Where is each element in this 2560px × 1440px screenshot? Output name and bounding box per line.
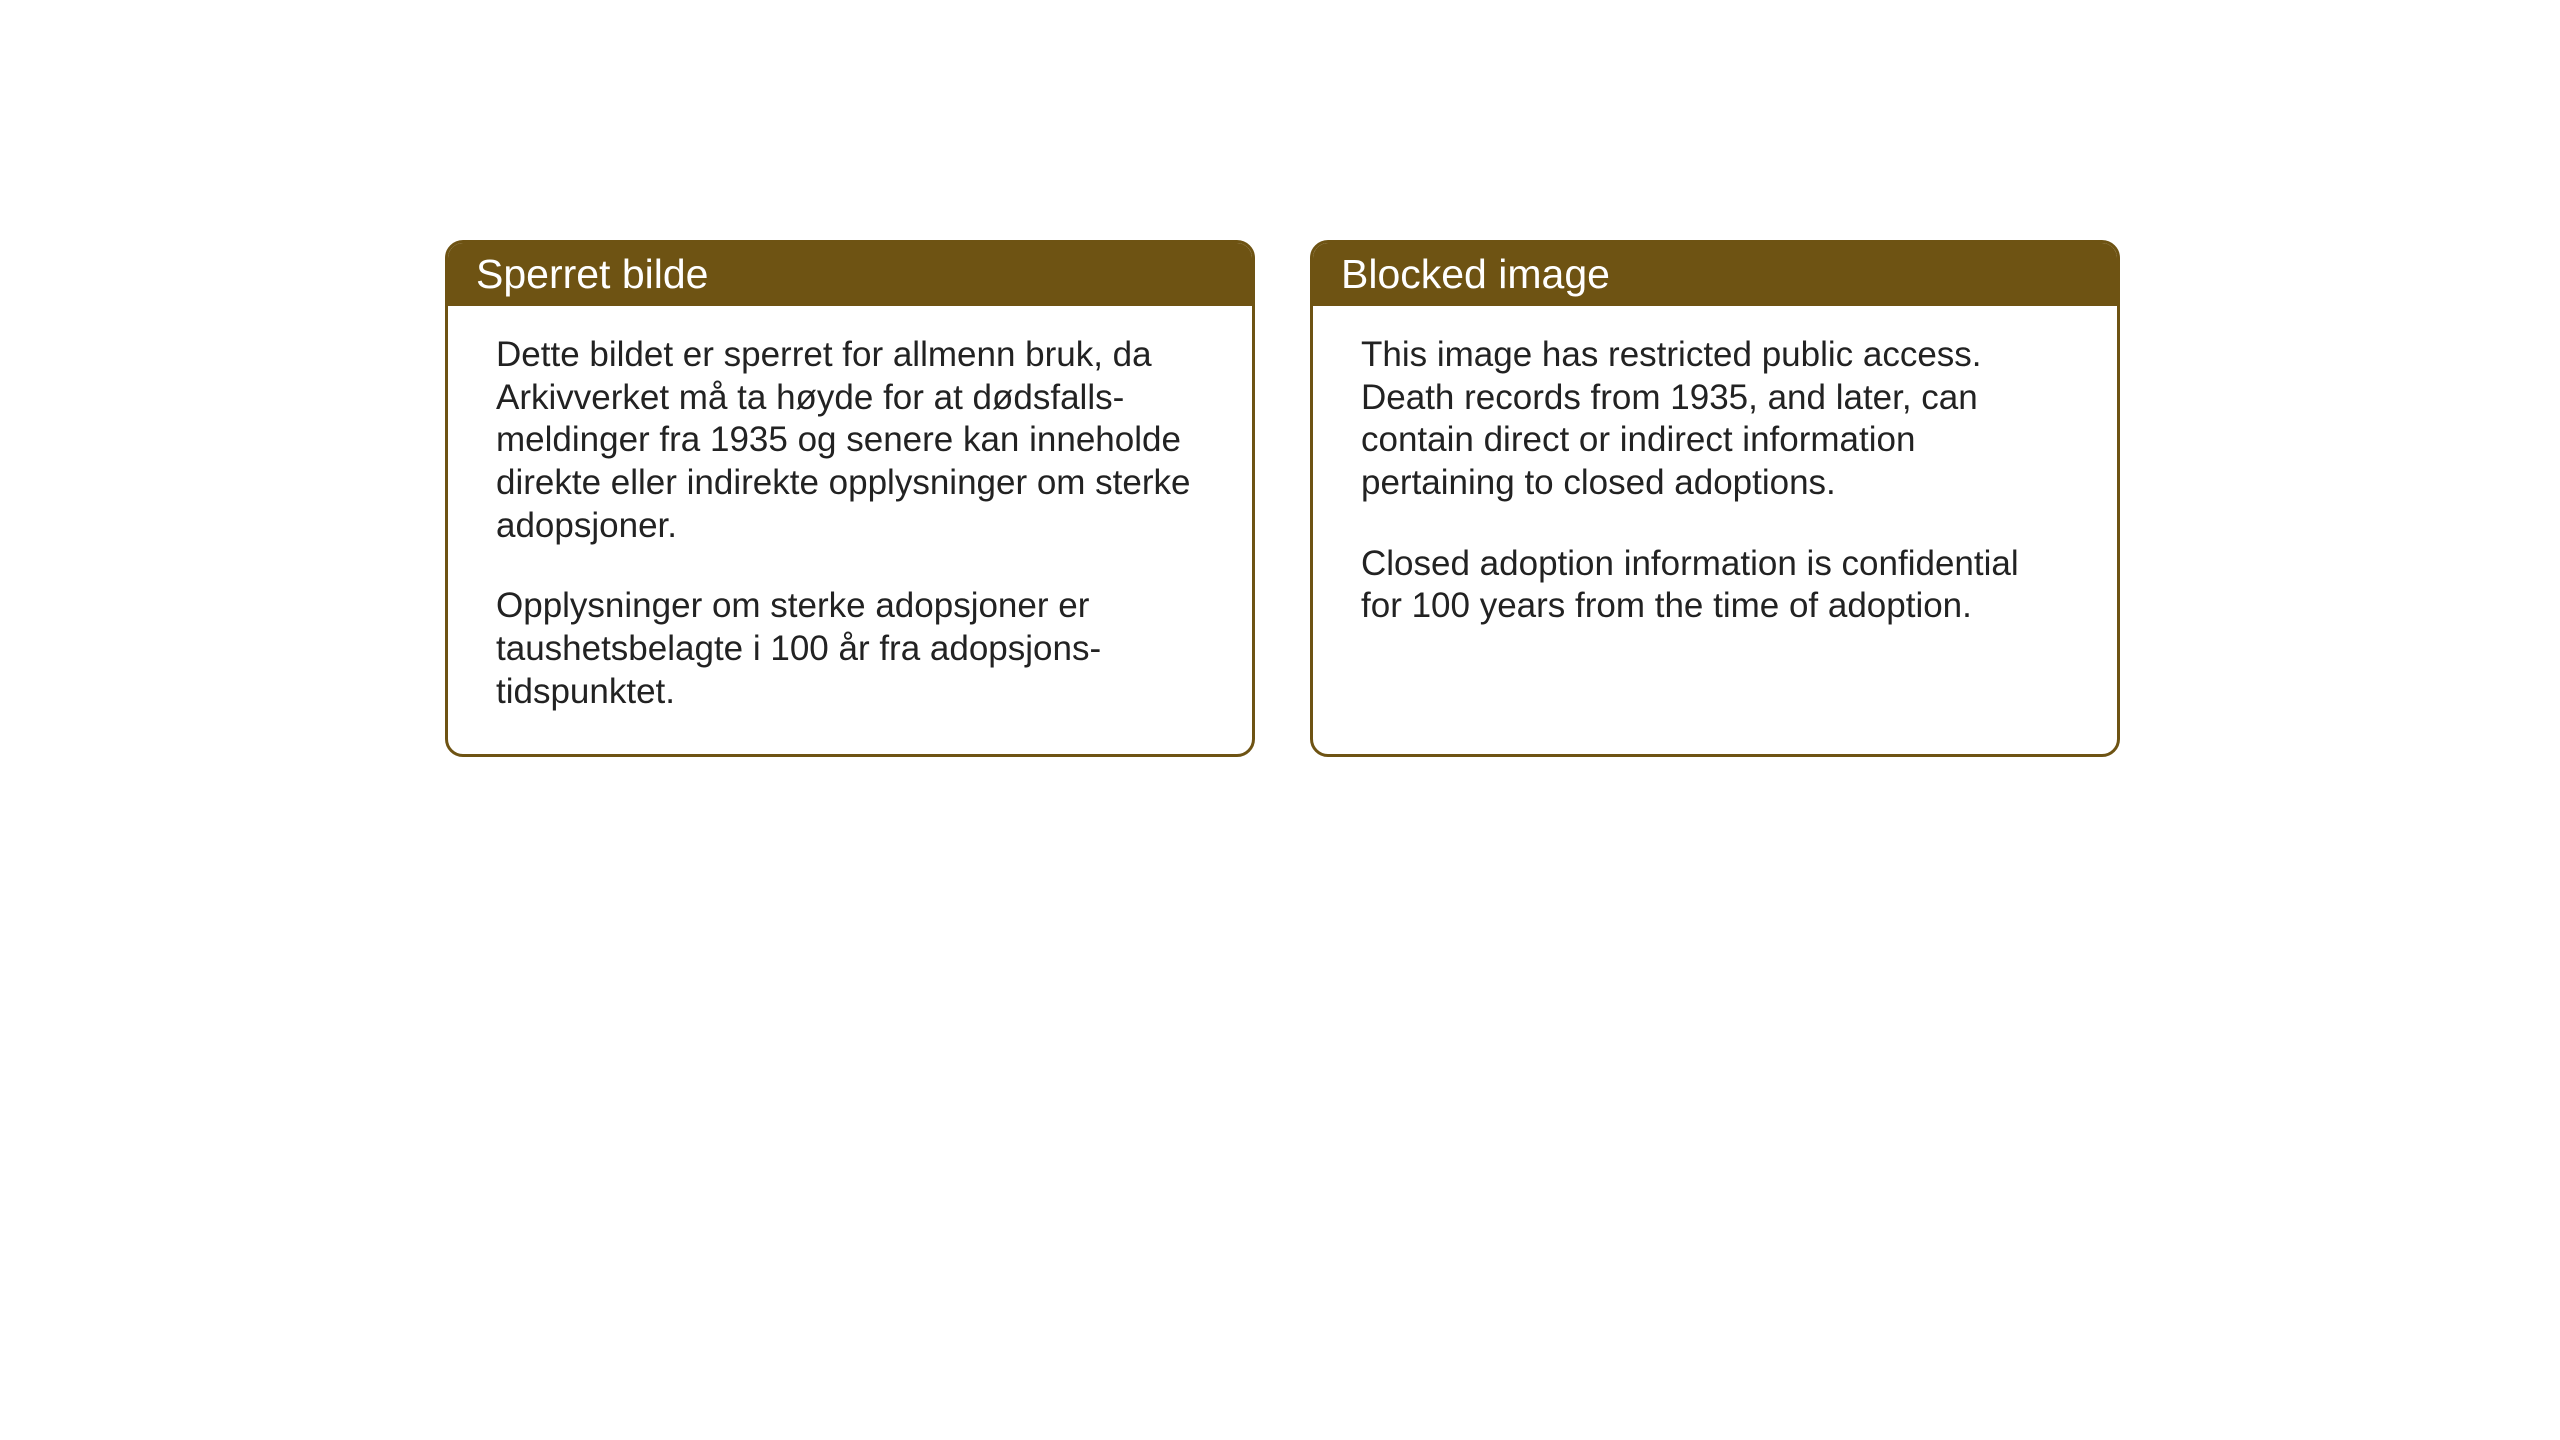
card-paragraph-english-1: This image has restricted public access.…: [1361, 334, 2069, 505]
card-body-norwegian: Dette bildet er sperret for allmenn bruk…: [448, 306, 1252, 754]
card-paragraph-norwegian-2: Opplysninger om sterke adopsjoner er tau…: [496, 585, 1204, 713]
card-title-english: Blocked image: [1341, 251, 1610, 297]
card-title-norwegian: Sperret bilde: [476, 251, 708, 297]
notice-container: Sperret bilde Dette bildet er sperret fo…: [445, 240, 2120, 757]
notice-card-norwegian: Sperret bilde Dette bildet er sperret fo…: [445, 240, 1255, 757]
notice-card-english: Blocked image This image has restricted …: [1310, 240, 2120, 757]
card-paragraph-norwegian-1: Dette bildet er sperret for allmenn bruk…: [496, 334, 1204, 547]
card-paragraph-english-2: Closed adoption information is confident…: [1361, 543, 2069, 628]
card-header-norwegian: Sperret bilde: [448, 243, 1252, 306]
card-body-english: This image has restricted public access.…: [1313, 306, 2117, 668]
card-header-english: Blocked image: [1313, 243, 2117, 306]
